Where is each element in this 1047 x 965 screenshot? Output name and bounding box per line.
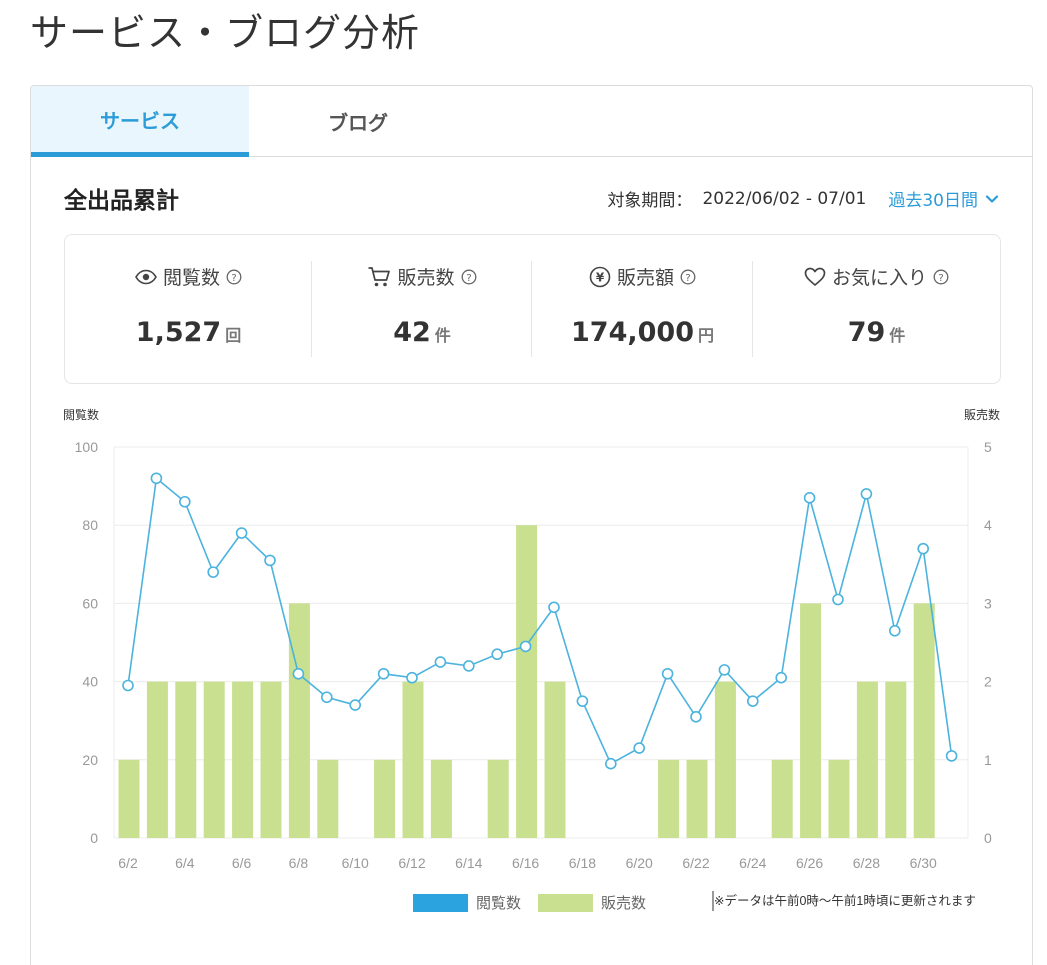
svg-text:?: ? (466, 272, 471, 283)
heart-icon (804, 267, 826, 287)
stat-sales-amount-label: 販売額 (616, 267, 674, 289)
page-title: サービス・ブログ分析 (30, 11, 421, 55)
data-point (548, 601, 560, 614)
stat-sales-count-value: 42 (393, 317, 431, 348)
data-point (832, 593, 844, 606)
yen-icon: ¥ (589, 266, 611, 288)
stats-panel: 閲覧数 ? 1,527 回 販売数 ? 42 (64, 234, 1001, 384)
period-dropdown[interactable]: 過去30日間 (888, 186, 1000, 211)
help-icon[interactable]: ? (461, 269, 477, 285)
analytics-card: サービス ブログ 全出品累計 対象期間： 2022/06/02 - 07/01 … (30, 85, 1033, 965)
data-point (122, 679, 134, 692)
stat-views-label: 閲覧数 (162, 267, 220, 289)
data-point (718, 664, 731, 676)
data-point (179, 495, 191, 508)
svg-text:?: ? (231, 272, 236, 283)
stat-sales-amount: ¥ 販売額 ? 174,000 円 (532, 235, 753, 383)
help-icon[interactable]: ? (933, 269, 949, 285)
data-point (349, 699, 362, 711)
svg-text:?: ? (938, 272, 943, 283)
period-label: 対象期間： (607, 191, 693, 211)
data-point (320, 691, 333, 704)
data-point (917, 542, 930, 555)
stat-favorites: お気に入り ? 79 件 (753, 235, 1000, 383)
period-selector: 対象期間： 2022/06/02 - 07/01 過去30日間 (607, 186, 1000, 211)
divider (311, 261, 312, 357)
cart-icon (367, 266, 391, 288)
eye-icon (135, 269, 157, 285)
stat-sales-amount-value: 174,000 (571, 317, 694, 348)
data-point (746, 695, 759, 707)
divider (752, 261, 753, 357)
chevron-down-icon (985, 194, 999, 203)
data-point (803, 492, 816, 504)
data-point (576, 695, 589, 707)
tab-service[interactable]: サービス (31, 86, 249, 157)
data-point (519, 640, 532, 653)
help-icon[interactable]: ? (680, 269, 696, 285)
period-dropdown-label: 過去30日間 (888, 191, 978, 211)
data-point (690, 710, 702, 723)
data-point (434, 656, 447, 668)
data-point (462, 660, 475, 672)
data-point (888, 624, 901, 637)
svg-text:?: ? (685, 272, 690, 283)
data-point (150, 472, 163, 485)
stat-views-value: 1,527 (135, 317, 222, 348)
stat-views-unit: 回 (225, 326, 242, 345)
data-point (661, 667, 674, 680)
period-range: 2022/06/02 - 07/01 (702, 188, 867, 209)
help-icon[interactable]: ? (226, 269, 242, 285)
data-point (945, 750, 958, 762)
divider (531, 261, 532, 357)
stat-views: 閲覧数 ? 1,527 回 (65, 235, 312, 383)
data-point (292, 667, 305, 680)
tab-bar: サービス ブログ (31, 86, 1032, 157)
stat-sales-count: 販売数 ? 42 件 (312, 235, 532, 383)
svg-text:¥: ¥ (596, 270, 605, 284)
stat-sales-count-label: 販売数 (397, 267, 455, 289)
stat-favorites-label: お気に入り (831, 267, 927, 289)
data-point (406, 671, 418, 684)
data-point (264, 554, 276, 567)
data-point (491, 648, 504, 661)
data-point (235, 527, 248, 539)
data-point (633, 742, 646, 754)
stat-sales-count-unit: 件 (434, 326, 451, 345)
stat-favorites-unit: 件 (889, 326, 906, 345)
tab-blog[interactable]: ブログ (328, 111, 388, 135)
data-point (604, 757, 617, 770)
data-point (775, 671, 788, 684)
section-title: 全出品累計 (64, 188, 179, 214)
data-point (207, 566, 219, 578)
data-point (377, 667, 390, 680)
stat-favorites-value: 79 (847, 317, 886, 348)
stat-sales-amount-unit: 円 (697, 326, 714, 345)
data-point (860, 488, 873, 500)
